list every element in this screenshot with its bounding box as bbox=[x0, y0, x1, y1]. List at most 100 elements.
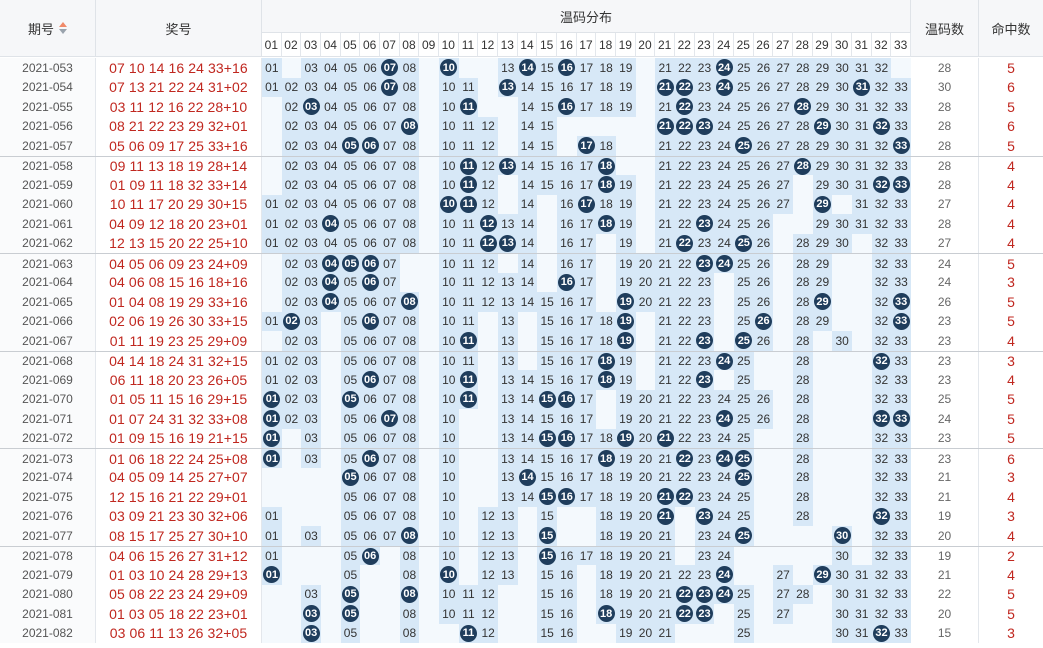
distribution-cell-bg bbox=[379, 311, 401, 331]
distribution-cell-bg bbox=[792, 116, 814, 136]
distribution-cell-bg bbox=[812, 136, 833, 156]
hot-number: 03 bbox=[304, 159, 318, 174]
hot-count-cell: 28 bbox=[911, 136, 979, 156]
distribution-cell-bg bbox=[891, 389, 912, 409]
hot-number: 23 bbox=[697, 451, 712, 466]
distribution-cell-bg bbox=[635, 428, 656, 448]
hot-number: 02 bbox=[284, 216, 299, 231]
distribution-cell-bg bbox=[497, 254, 519, 274]
distribution-cell-bg bbox=[733, 428, 755, 448]
distribution-cell-bg bbox=[714, 546, 735, 566]
hot-number: 08 bbox=[402, 606, 417, 621]
hot-number: 19 bbox=[619, 509, 633, 524]
table-row: 2021-077 08 15 17 25 27 30+10 01 03 05 06 07 08… bbox=[0, 526, 1043, 546]
hot-number: 33 bbox=[894, 216, 908, 231]
hit-count-cell: 5 bbox=[1007, 430, 1015, 447]
hot-number: 25 bbox=[737, 392, 751, 407]
hot-number: 05 bbox=[343, 216, 358, 231]
hit-ball: 01 bbox=[263, 429, 281, 447]
distribution-cell-bg bbox=[438, 254, 460, 274]
distribution-cell-bg bbox=[301, 546, 322, 566]
hot-number: 19 bbox=[619, 528, 633, 543]
number-header-33: 33 bbox=[891, 33, 911, 57]
distribution-cell-bg bbox=[891, 467, 912, 487]
distribution-cell-bg bbox=[596, 311, 617, 331]
issue-column-header[interactable]: 期号 bbox=[0, 0, 96, 57]
distribution-cell-bg bbox=[635, 136, 656, 156]
distribution-cell-bg bbox=[635, 97, 656, 117]
award-cell: 04 14 18 24 31 32+15 bbox=[96, 351, 262, 371]
distribution-cell-bg bbox=[753, 194, 774, 214]
hit-ball: 01 bbox=[263, 566, 281, 584]
hit-ball: 25 bbox=[735, 468, 753, 486]
number-header-25: 25 bbox=[733, 33, 754, 57]
distribution-cell-bg bbox=[537, 214, 558, 234]
distribution-cell-bg bbox=[419, 546, 440, 566]
hot-number: 03 bbox=[304, 138, 318, 153]
distribution-cell-bg bbox=[615, 623, 637, 643]
distribution-cell-bg bbox=[635, 467, 656, 487]
distribution-cell-bg bbox=[615, 584, 637, 604]
hot-count-cell: 21 bbox=[911, 467, 979, 487]
hot-number: 21 bbox=[658, 216, 672, 231]
distribution-cell-bg bbox=[694, 136, 715, 156]
hot-number: 29 bbox=[815, 314, 830, 329]
award-header-label: 奖号 bbox=[165, 21, 192, 37]
hot-number: 07 bbox=[383, 159, 397, 174]
distribution-cell-bg bbox=[399, 194, 420, 214]
distribution-cell-bg bbox=[478, 311, 499, 331]
award-cell: 01 07 24 31 32 33+08 bbox=[96, 409, 262, 429]
hot-number: 01 bbox=[265, 372, 279, 387]
hot-number: 23 bbox=[697, 354, 712, 369]
hot-number: 13 bbox=[501, 372, 515, 387]
distribution-cell-bg bbox=[753, 175, 774, 195]
distribution-cell-bg bbox=[694, 292, 715, 312]
hit-ball: 23 bbox=[695, 255, 713, 273]
distribution-cell-bg bbox=[438, 136, 460, 156]
distribution-cell-bg bbox=[379, 331, 401, 351]
hot-number: 03 bbox=[304, 256, 318, 271]
hit-ball: 05 bbox=[341, 468, 359, 486]
distribution-cell-bg bbox=[262, 584, 283, 604]
distribution-cell-bg bbox=[438, 292, 460, 312]
distribution-cell-bg bbox=[773, 428, 794, 448]
sort-icon[interactable] bbox=[59, 22, 67, 34]
distribution-cell-bg bbox=[419, 526, 440, 546]
hot-number: 33 bbox=[894, 372, 908, 387]
distribution-cell-bg bbox=[478, 526, 499, 546]
hot-number: 03 bbox=[304, 354, 318, 369]
distribution-cell-bg bbox=[301, 526, 322, 546]
hot-number: 02 bbox=[284, 333, 299, 348]
distribution-cell-bg bbox=[753, 77, 774, 97]
hot-number: 01 bbox=[265, 509, 279, 524]
distribution-cell-bg bbox=[556, 77, 578, 97]
distribution-cell-bg bbox=[262, 175, 283, 195]
distribution-cell-bg bbox=[832, 156, 853, 176]
distribution-header-label: 温码分布 bbox=[559, 9, 612, 25]
distribution-cell-bg bbox=[438, 467, 460, 487]
hot-number: 29 bbox=[815, 177, 830, 192]
hot-number: 04 bbox=[324, 99, 338, 114]
distribution-cell-bg bbox=[360, 526, 381, 546]
hot-number: 10 bbox=[442, 99, 456, 114]
hot-number: 26 bbox=[756, 294, 771, 309]
hot-number: 25 bbox=[737, 314, 751, 329]
hot-number: 07 bbox=[383, 528, 397, 543]
hot-number: 03 bbox=[304, 236, 318, 251]
distribution-cell-bg bbox=[891, 156, 912, 176]
distribution-cell-bg bbox=[773, 272, 794, 292]
distribution-cell-bg bbox=[871, 389, 892, 409]
hit-count-cell: 4 bbox=[1007, 371, 1015, 388]
hot-number: 19 bbox=[619, 567, 633, 582]
distribution-cell-bg bbox=[517, 272, 538, 292]
distribution-cell-bg bbox=[635, 58, 656, 78]
distribution-cell-bg bbox=[537, 254, 558, 274]
table-row: 2021-076 03 09 21 23 30 32+06 01 05 06 07 08 10… bbox=[0, 506, 1043, 526]
hot-number: 21 bbox=[658, 256, 672, 271]
hot-number: 08 bbox=[402, 431, 417, 446]
hit-count-cell: 4 bbox=[1007, 158, 1015, 175]
distribution-cell-bg bbox=[753, 254, 774, 274]
hit-ball: 32 bbox=[872, 176, 890, 194]
hot-number: 15 bbox=[540, 99, 554, 114]
distribution-cell-bg bbox=[812, 604, 833, 624]
